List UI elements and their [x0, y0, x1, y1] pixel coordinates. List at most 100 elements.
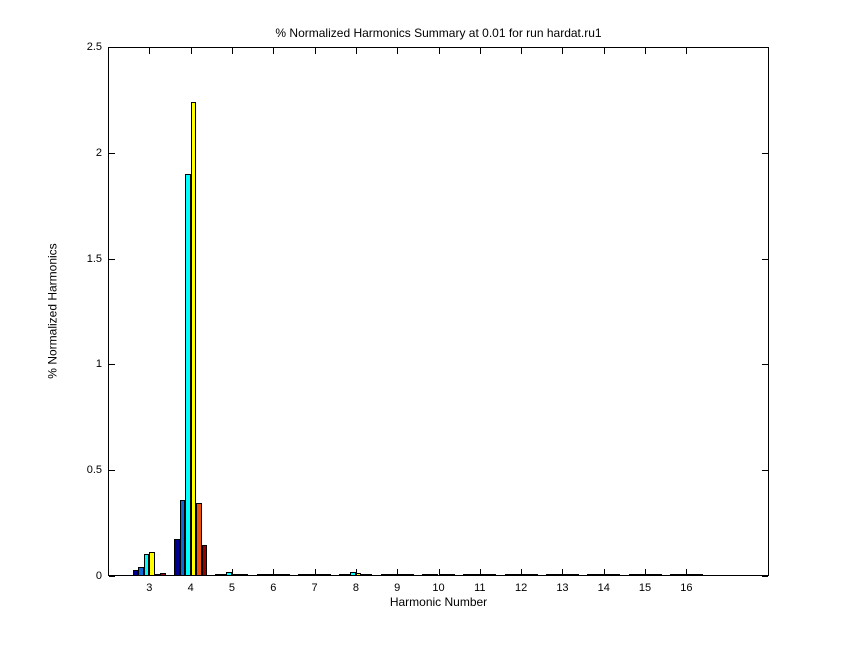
bar-dark-red-h6 [284, 574, 290, 576]
bar-dark-blue-h3 [132, 569, 139, 576]
bar-blue-h15 [634, 574, 640, 576]
bar-dark-blue-h5 [215, 574, 221, 576]
x-tick-mark-top [645, 48, 647, 54]
x-tick-mark [603, 569, 605, 575]
bar-dark-red-h12 [532, 574, 538, 576]
y-tick-mark [109, 152, 115, 154]
x-tick-label: 12 [515, 582, 528, 594]
y-axis-label: % Normalized Harmonics [45, 243, 60, 379]
bar-blue-h10 [427, 574, 433, 576]
bar-blue-h4 [179, 499, 186, 576]
x-tick-label: 14 [597, 582, 610, 594]
y-tick-mark-right [762, 364, 768, 366]
y-tick-mark [109, 364, 115, 366]
y-tick-mark-right [762, 576, 768, 577]
x-tick-mark [190, 569, 192, 575]
y-tick-mark-right [762, 470, 768, 472]
bar-yellow-h9 [397, 574, 403, 576]
bar-cyan-h11 [474, 574, 480, 576]
bar-cyan-h7 [309, 574, 315, 576]
x-tick-label: 8 [352, 582, 359, 594]
bar-dark-blue-h9 [380, 574, 387, 576]
bar-blue-h14 [592, 574, 599, 576]
x-tick-label: 6 [270, 582, 277, 594]
x-tick-mark [686, 569, 688, 575]
bar-dark-blue-h14 [587, 574, 593, 576]
bar-orange-red-h16 [691, 574, 698, 576]
x-tick-label: 10 [432, 582, 445, 594]
y-tick-label: 2.5 [86, 41, 102, 53]
bar-blue-h6 [262, 574, 268, 576]
bar-dark-blue-h12 [504, 574, 511, 576]
bar-dark-red-h11 [490, 574, 497, 576]
bar-cyan-h13 [556, 574, 563, 576]
bar-dark-blue-h13 [545, 574, 552, 576]
bar-orange-red-h9 [402, 574, 409, 576]
bar-blue-h5 [220, 574, 227, 576]
x-tick-label: 9 [394, 582, 401, 594]
bar-orange-red-h4 [196, 503, 202, 576]
bar-yellow-h6 [273, 574, 279, 576]
bar-yellow-h15 [645, 574, 651, 576]
x-tick-mark [355, 569, 357, 575]
bar-yellow-h13 [562, 574, 568, 576]
bar-blue-h3 [138, 567, 144, 576]
bar-blue-h8 [344, 574, 351, 576]
y-tick-label: 1 [95, 358, 102, 371]
bar-dark-blue-h4 [174, 538, 180, 576]
bar-dark-blue-h11 [463, 574, 469, 576]
x-tick-mark-top [231, 48, 233, 54]
bar-cyan-h4 [185, 173, 191, 576]
y-tick-mark [109, 576, 115, 577]
bar-blue-h12 [510, 574, 516, 576]
y-tick-label: 1.5 [86, 252, 102, 265]
x-tick-mark [438, 569, 440, 575]
x-tick-mark [521, 569, 523, 575]
x-tick-mark-top [355, 48, 357, 54]
x-tick-label: 3 [146, 582, 153, 594]
bar-blue-h16 [675, 574, 681, 576]
x-tick-label: 11 [474, 582, 486, 594]
x-tick-mark-top [149, 48, 151, 54]
bar-yellow-h3 [149, 552, 155, 576]
x-tick-mark [273, 569, 275, 575]
bar-cyan-h12 [515, 574, 522, 576]
bar-dark-red-h13 [573, 574, 579, 576]
bar-dark-blue-h7 [298, 574, 304, 576]
y-tick-label: 0.5 [86, 464, 102, 477]
x-tick-mark-top [521, 48, 523, 54]
bar-cyan-h3 [143, 553, 150, 576]
x-tick-mark [562, 569, 564, 575]
plot-area [108, 47, 769, 576]
bar-dark-red-h15 [656, 574, 662, 576]
x-tick-mark-top [314, 48, 316, 54]
bar-orange-red-h6 [278, 574, 285, 576]
x-tick-mark-top [479, 48, 481, 54]
bar-yellow-h12 [521, 574, 527, 576]
bar-dark-red-h3 [160, 572, 166, 576]
bar-cyan-h9 [391, 574, 398, 576]
bar-dark-red-h16 [697, 574, 703, 576]
x-tick-mark [149, 569, 151, 575]
y-tick-label: 2 [95, 146, 102, 159]
x-tick-mark [314, 569, 316, 575]
x-tick-mark-top [438, 48, 440, 54]
bar-orange-red-h15 [650, 574, 657, 576]
x-tick-label: 13 [556, 582, 569, 594]
y-tick-mark [109, 47, 115, 48]
x-tick-label: 16 [680, 582, 693, 594]
bar-cyan-h14 [598, 574, 604, 576]
bar-orange-red-h5 [237, 574, 243, 576]
bar-dark-red-h7 [325, 574, 332, 576]
bar-dark-blue-h6 [256, 574, 263, 576]
y-tick-mark [109, 470, 115, 472]
bar-dark-red-h5 [242, 574, 249, 576]
bar-dark-red-h4 [201, 544, 208, 576]
x-tick-mark-top [273, 48, 275, 54]
bar-orange-red-h13 [567, 574, 574, 576]
bar-dark-blue-h15 [628, 574, 635, 576]
y-tick-label: 0 [95, 570, 102, 582]
x-tick-label: 5 [228, 582, 235, 594]
x-tick-mark-top [562, 48, 564, 54]
x-tick-mark-top [603, 48, 605, 54]
